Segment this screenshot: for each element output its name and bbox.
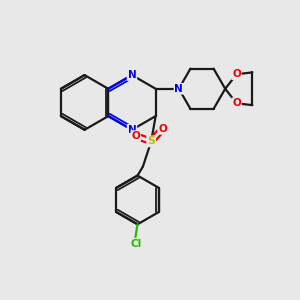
Text: O: O xyxy=(131,131,140,141)
Text: O: O xyxy=(232,69,241,79)
Text: S: S xyxy=(147,136,155,146)
Text: N: N xyxy=(128,125,136,135)
Text: N: N xyxy=(175,84,183,94)
Text: O: O xyxy=(158,124,167,134)
Text: O: O xyxy=(232,98,241,108)
Text: Cl: Cl xyxy=(130,238,142,249)
Text: N: N xyxy=(128,70,136,80)
